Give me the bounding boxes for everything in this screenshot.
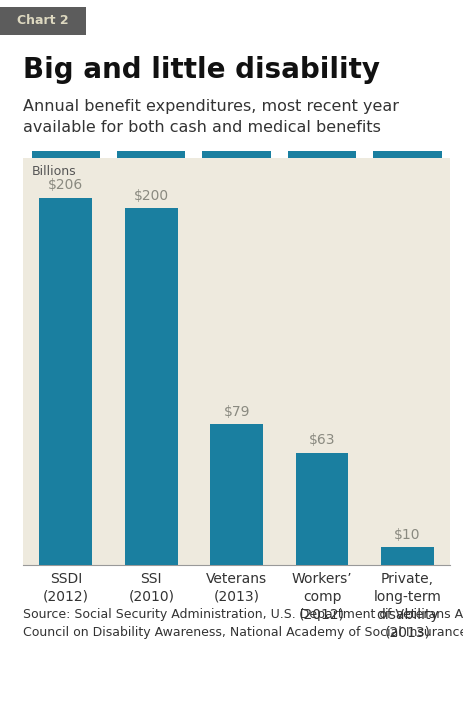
Text: Annual benefit expenditures, most recent year
available for both cash and medica: Annual benefit expenditures, most recent… xyxy=(23,99,398,135)
Text: $200: $200 xyxy=(133,189,169,203)
Text: Chart 2: Chart 2 xyxy=(17,14,69,27)
Bar xyxy=(31,151,100,158)
Bar xyxy=(210,424,263,565)
Text: Billions: Billions xyxy=(31,164,76,178)
Bar xyxy=(39,198,92,565)
Bar xyxy=(295,453,348,565)
Text: $63: $63 xyxy=(308,433,335,447)
Text: Source: Social Security Administration, U.S. Department of Veterans Affairs,
Cou: Source: Social Security Administration, … xyxy=(23,608,463,639)
Bar xyxy=(380,547,433,565)
Bar xyxy=(372,151,441,158)
Bar xyxy=(287,151,356,158)
Bar xyxy=(202,151,270,158)
Text: $206: $206 xyxy=(48,179,83,192)
Text: $79: $79 xyxy=(223,405,250,419)
Bar xyxy=(125,208,177,565)
Bar xyxy=(117,151,185,158)
Text: Big and little disability: Big and little disability xyxy=(23,56,379,84)
Text: $10: $10 xyxy=(393,528,420,542)
